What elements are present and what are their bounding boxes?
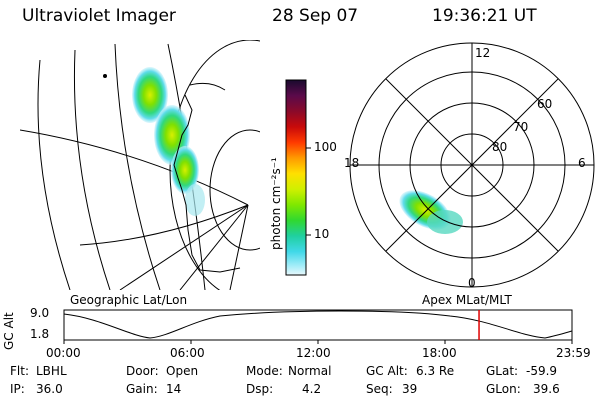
geographic-label: Geographic Lat/Lon	[70, 293, 188, 307]
colorbar-tick-10: 10	[314, 227, 330, 241]
instrument-title: Ultraviolet Imager	[22, 6, 176, 26]
aurora-emission-polar	[399, 190, 463, 234]
gcalt-value: 6.3 Re	[416, 364, 455, 378]
door-label: Door:	[126, 364, 159, 378]
aurora-emission-map	[132, 67, 205, 216]
alt-tick-1-8: 1.8	[30, 327, 50, 341]
geographic-map	[20, 40, 260, 290]
mode-value: Normal	[288, 364, 332, 378]
time-tick-12: 12:00	[296, 346, 331, 360]
mlt-label-0: 0	[468, 276, 476, 290]
date-label: 28 Sep 07	[272, 6, 359, 26]
gain-value: 14	[166, 382, 182, 396]
gc-alt-axis-label: GC Alt	[2, 312, 16, 350]
colorbar-tick-100: 100	[314, 140, 337, 154]
ip-label: IP:	[10, 382, 25, 396]
dsp-label: Dsp:	[246, 382, 274, 396]
seq-value: 39	[402, 382, 418, 396]
glon-value: 39.6	[533, 382, 560, 396]
time-tick-2359: 23:59	[556, 346, 591, 360]
altitude-panel	[63, 309, 573, 344]
glat-value: -59.9	[526, 364, 558, 378]
apex-label: Apex MLat/MLT	[422, 293, 512, 307]
altitude-curve	[63, 310, 573, 339]
time-tick-00: 00:00	[46, 346, 81, 360]
glon-label: GLon:	[486, 382, 521, 396]
gcalt-label: GC Alt:	[366, 364, 408, 378]
ip-value: 36.0	[36, 382, 63, 396]
mlt-label-18: 18	[344, 156, 360, 170]
time-label: 19:36:21 UT	[432, 6, 537, 26]
mlat-label-70: 70	[513, 120, 529, 134]
dsp-value: 4.2	[302, 382, 322, 396]
gain-label: Gain:	[126, 382, 158, 396]
mlat-label-60: 60	[537, 97, 553, 111]
seq-label: Seq:	[366, 382, 393, 396]
coastline	[173, 94, 241, 273]
time-tick-18: 18:00	[422, 346, 457, 360]
mlt-label-6: 6	[578, 156, 586, 170]
colorbar-unit-label: photon cm⁻²s⁻¹	[269, 157, 283, 250]
polar-plot	[349, 42, 595, 288]
mlt-label-12: 12	[475, 46, 491, 60]
glat-label: GLat:	[486, 364, 519, 378]
time-tick-06: 06:00	[170, 346, 205, 360]
mlat-label-80: 80	[492, 140, 508, 154]
alt-tick-9: 9.0	[30, 306, 50, 320]
mode-label: Mode:	[246, 364, 283, 378]
filter-value: LBHL	[36, 364, 67, 378]
colorbar	[285, 79, 307, 276]
door-value: Open	[166, 364, 199, 378]
filter-label: Flt:	[10, 364, 29, 378]
